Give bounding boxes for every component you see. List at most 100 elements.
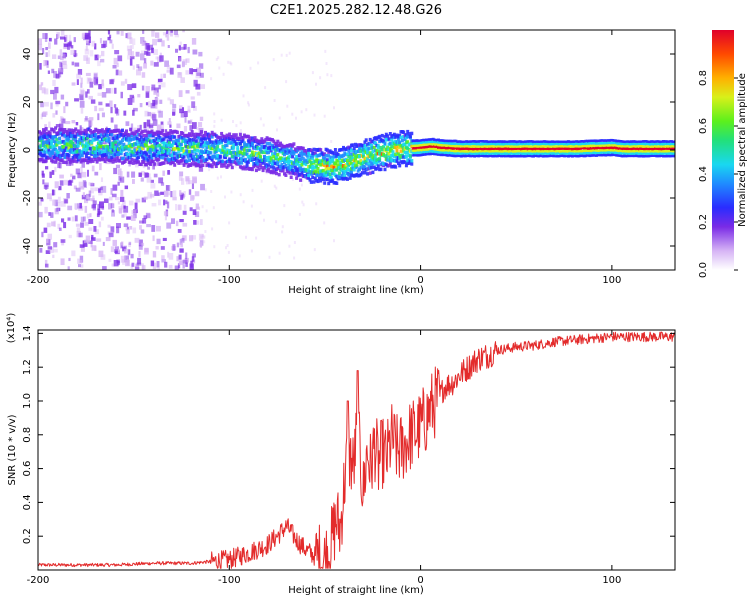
heatmap-signal-cell [135,138,139,143]
heatmap-signal-cell [276,139,280,144]
heatmap-signal-cell [363,144,367,148]
heatmap-signal-cell [241,154,245,158]
heatmap-noise-cell [143,58,147,64]
heatmap-noise-cell [76,79,79,86]
heatmap-noise-cell [144,172,149,178]
heatmap-signal-cell [74,138,78,142]
heatmap-signal-cell [181,131,185,136]
heatmap-signal-cell [230,135,234,139]
heatmap-signal-cell [60,128,64,132]
heatmap-signal-cell [408,154,412,158]
heatmap-noise-cell [132,179,135,184]
heatmap-noise-cell [158,177,164,184]
heatmap-noise-cell [88,119,94,126]
heatmap-signal-cell [134,153,138,157]
heatmap-signal-cell [107,137,111,141]
heatmap-noise-cell [141,242,145,247]
heatmap-signal-cell [287,162,291,166]
heatmap-noise-cell [167,251,170,258]
heatmap-signal-cell [321,177,325,181]
heatmap-noise-cell [48,37,52,42]
heatmap-noise-cell [58,70,62,78]
heatmap-noise-cell [145,91,150,98]
heatmap-signal-cell [379,145,383,150]
heatmap-noise-cell [239,121,242,125]
heatmap-signal-cell [275,171,278,176]
heatmap-signal-cell [62,145,66,149]
heatmap-noise-cell [85,116,88,121]
heatmap-noise-cell [81,194,86,200]
heatmap-noise-cell [83,181,87,188]
heatmap-noise-cell [124,248,129,254]
heatmap-signal-cell [271,161,274,165]
heatmap-noise-cell [196,72,201,76]
heatmap-noise-cell [163,190,169,197]
heatmap-noise-cell [99,147,104,152]
heatmap-signal-cell [404,155,408,159]
heatmap-noise-cell [102,241,105,246]
heatmap-noise-cell [210,190,213,193]
heatmap-signal-cell [48,155,52,160]
heatmap-noise-cell [286,104,289,108]
heatmap-signal-cell [289,146,293,151]
colorbar-label: Normalized spectral amplitude [737,73,748,227]
heatmap-noise-cell [198,122,203,128]
heatmap-signal-cell [368,171,372,175]
heatmap-signal-cell [194,141,198,145]
heatmap-noise-cell [134,266,140,270]
heatmap-noise-cell [54,208,59,215]
heatmap-signal-cell [363,165,367,170]
heatmap-noise-cell [89,81,94,88]
spectrogram-ylabel: Frequency (Hz) [7,112,18,188]
heatmap-signal-cell [240,161,244,165]
heatmap-noise-cell [45,263,49,268]
heatmap-signal-cell [186,145,190,149]
heatmap-signal-cell [311,175,315,180]
heatmap-signal-cell [182,155,186,159]
heatmap-noise-cell [82,240,88,247]
heatmap-noise-cell [268,255,271,259]
heatmap-noise-cell [174,265,179,270]
snr-ytick-label: 0.4 [22,494,33,510]
heatmap-signal-cell [46,140,49,145]
heatmap-noise-cell [46,193,52,200]
heatmap-signal-cell [672,154,675,158]
heatmap-signal-cell [241,139,245,143]
heatmap-signal-cell [396,161,400,165]
heatmap-signal-cell [279,141,282,146]
heatmap-noise-cell [101,92,107,98]
heatmap-signal-cell [48,131,52,135]
heatmap-noise-cell [280,53,283,57]
heatmap-noise-cell [155,56,159,60]
heatmap-noise-cell [101,50,105,57]
heatmap-signal-cell [370,143,374,148]
heatmap-signal-cell [275,156,278,161]
heatmap-noise-cell [131,96,135,103]
heatmap-signal-cell [202,134,206,138]
heatmap-signal-cell [194,139,198,143]
heatmap-noise-cell [183,204,187,210]
heatmap-noise-cell [120,91,123,99]
heatmap-noise-cell [40,101,44,108]
heatmap-signal-cell [107,155,111,159]
heatmap-noise-cell [151,30,155,37]
heatmap-noise-cell [242,200,245,204]
heatmap-signal-cell [126,146,130,150]
heatmap-signal-cell [70,128,74,132]
heatmap-noise-cell [87,195,90,199]
heatmap-signal-cell [78,138,82,142]
heatmap-noise-cell [178,90,183,98]
heatmap-noise-cell [160,246,165,250]
heatmap-noise-cell [175,48,179,53]
heatmap-noise-cell [195,71,201,79]
heatmap-noise-cell [101,206,105,210]
heatmap-signal-cell [328,172,332,176]
heatmap-signal-cell [96,130,100,135]
heatmap-signal-cell [181,146,185,151]
heatmap-noise-cell [117,201,121,205]
heatmap-noise-cell [169,123,172,128]
heatmap-signal-cell [102,134,106,139]
heatmap-noise-cell [99,38,102,44]
heatmap-signal-cell [363,140,367,144]
heatmap-noise-cell [187,109,191,113]
